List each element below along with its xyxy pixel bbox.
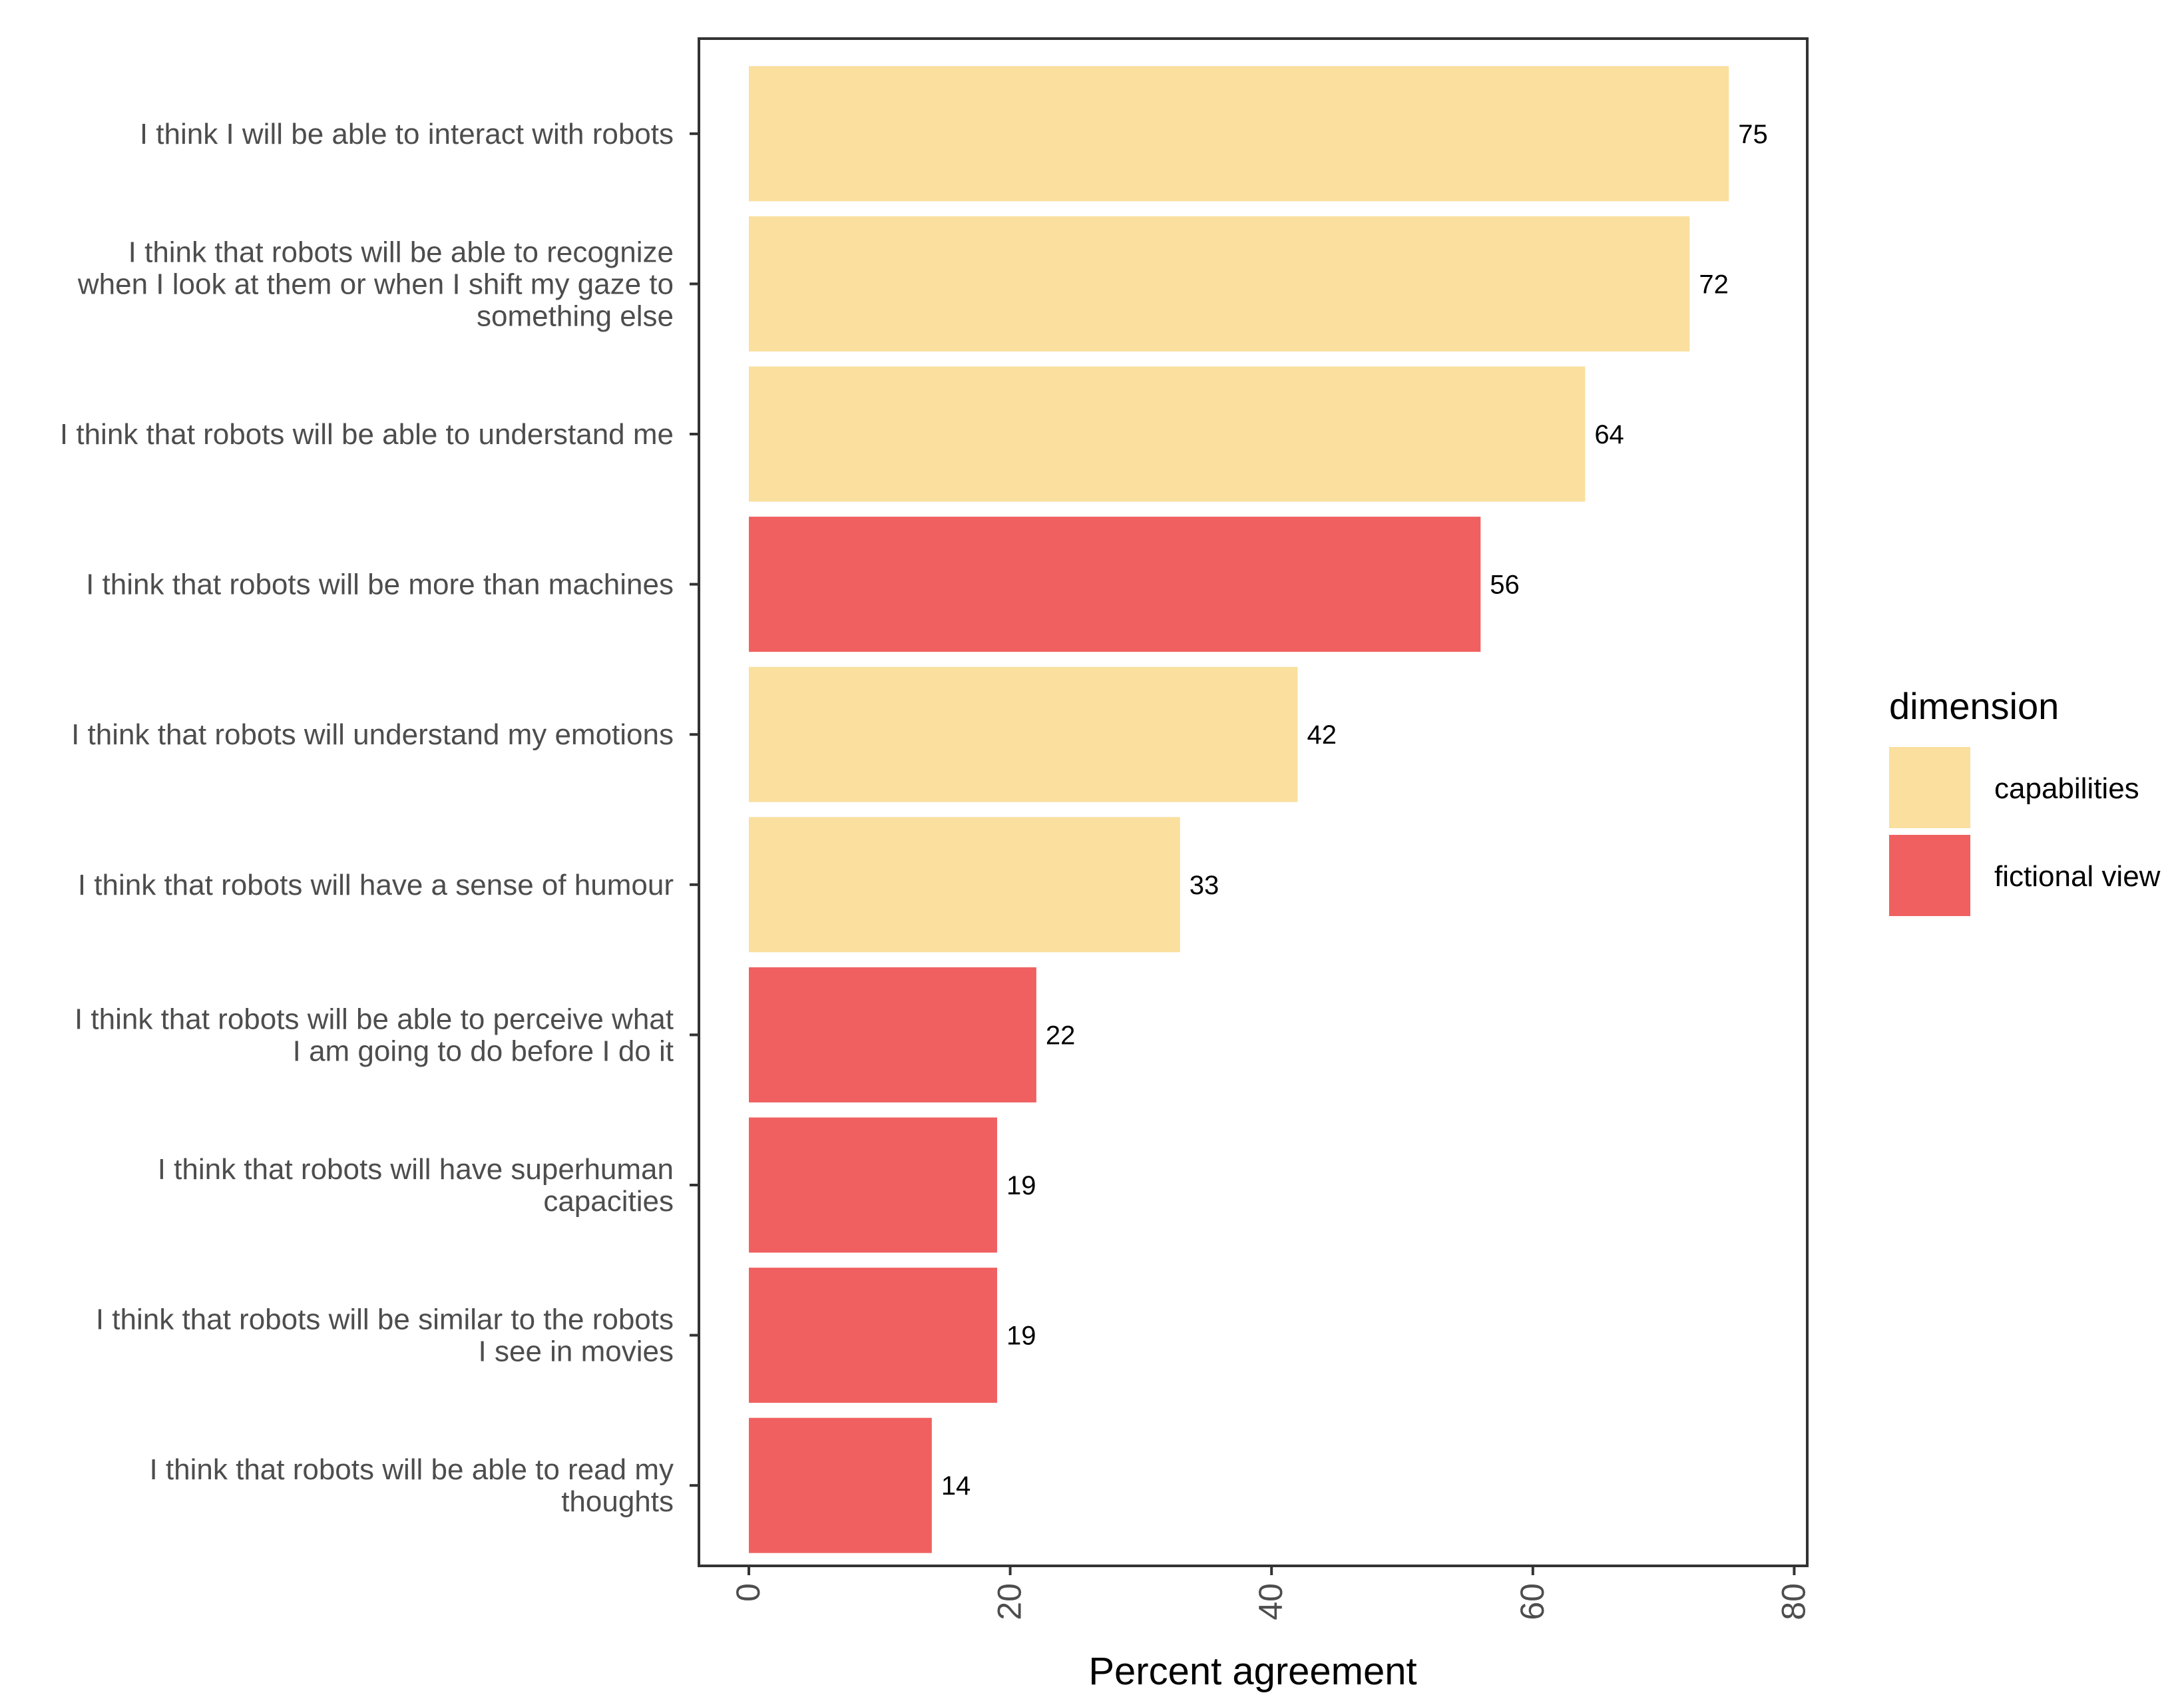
- bar: [749, 1417, 932, 1553]
- bar: [749, 66, 1729, 202]
- bar-value-label: 22: [1046, 1021, 1076, 1050]
- bar: [749, 216, 1690, 352]
- bar: [749, 666, 1298, 802]
- legend-key: [1889, 835, 1970, 916]
- category-label: I think that robots will be similar to t…: [96, 1304, 674, 1368]
- category-label: I think that robots will have a sense of…: [78, 869, 674, 901]
- legend-title: dimension: [1889, 685, 2059, 727]
- bar-value-label: 33: [1190, 871, 1219, 900]
- legend-label: capabilities: [1994, 772, 2139, 805]
- x-tick-label: 0: [730, 1583, 767, 1602]
- category-label: I think that robots will be able to read…: [149, 1453, 674, 1518]
- category-label: I think that robots will be able to unde…: [60, 418, 674, 451]
- bar: [749, 817, 1180, 953]
- bar-value-label: 72: [1699, 270, 1729, 299]
- category-label: I think that robots will understand my e…: [71, 718, 674, 751]
- x-tick-label: 60: [1514, 1583, 1551, 1620]
- x-tick-label: 20: [991, 1583, 1028, 1620]
- bar-value-label: 14: [941, 1471, 971, 1501]
- x-axis-title: Percent agreement: [1088, 1650, 1417, 1693]
- bar-value-label: 19: [1006, 1322, 1036, 1351]
- bar-value-label: 42: [1307, 720, 1337, 750]
- bar: [749, 517, 1481, 652]
- x-tick-label: 80: [1775, 1583, 1812, 1620]
- category-label: I think that robots will be able to reco…: [77, 236, 674, 332]
- bar-value-label: 64: [1594, 420, 1624, 449]
- bar-value-label: 75: [1738, 120, 1768, 149]
- category-label: I think I will be able to interact with …: [140, 118, 674, 150]
- x-tick-label: 40: [1252, 1583, 1289, 1620]
- legend: dimension capabilities fictional view: [1889, 685, 2161, 916]
- bar: [749, 1268, 997, 1403]
- legend-key: [1889, 747, 1970, 828]
- x-axis: 0 20 40 60 80: [730, 1566, 1812, 1620]
- panel-border: [698, 37, 1809, 1567]
- bar: [749, 1117, 997, 1253]
- category-label: I think that robots will be more than ma…: [86, 569, 674, 601]
- bar: [749, 967, 1036, 1102]
- bar-value-label: 19: [1006, 1171, 1036, 1200]
- category-label: I think that robots will have superhuman…: [158, 1153, 674, 1218]
- legend-label: fictional view: [1994, 860, 2161, 893]
- bars-layer: 75 72 64 56 42 33 22 19 19 14: [749, 66, 1768, 1553]
- bar-value-label: 56: [1490, 571, 1520, 600]
- category-label: I think that robots will be able to perc…: [75, 1003, 674, 1067]
- category-labels: I think I will be able to interact with …: [60, 118, 699, 1518]
- bar: [749, 366, 1586, 502]
